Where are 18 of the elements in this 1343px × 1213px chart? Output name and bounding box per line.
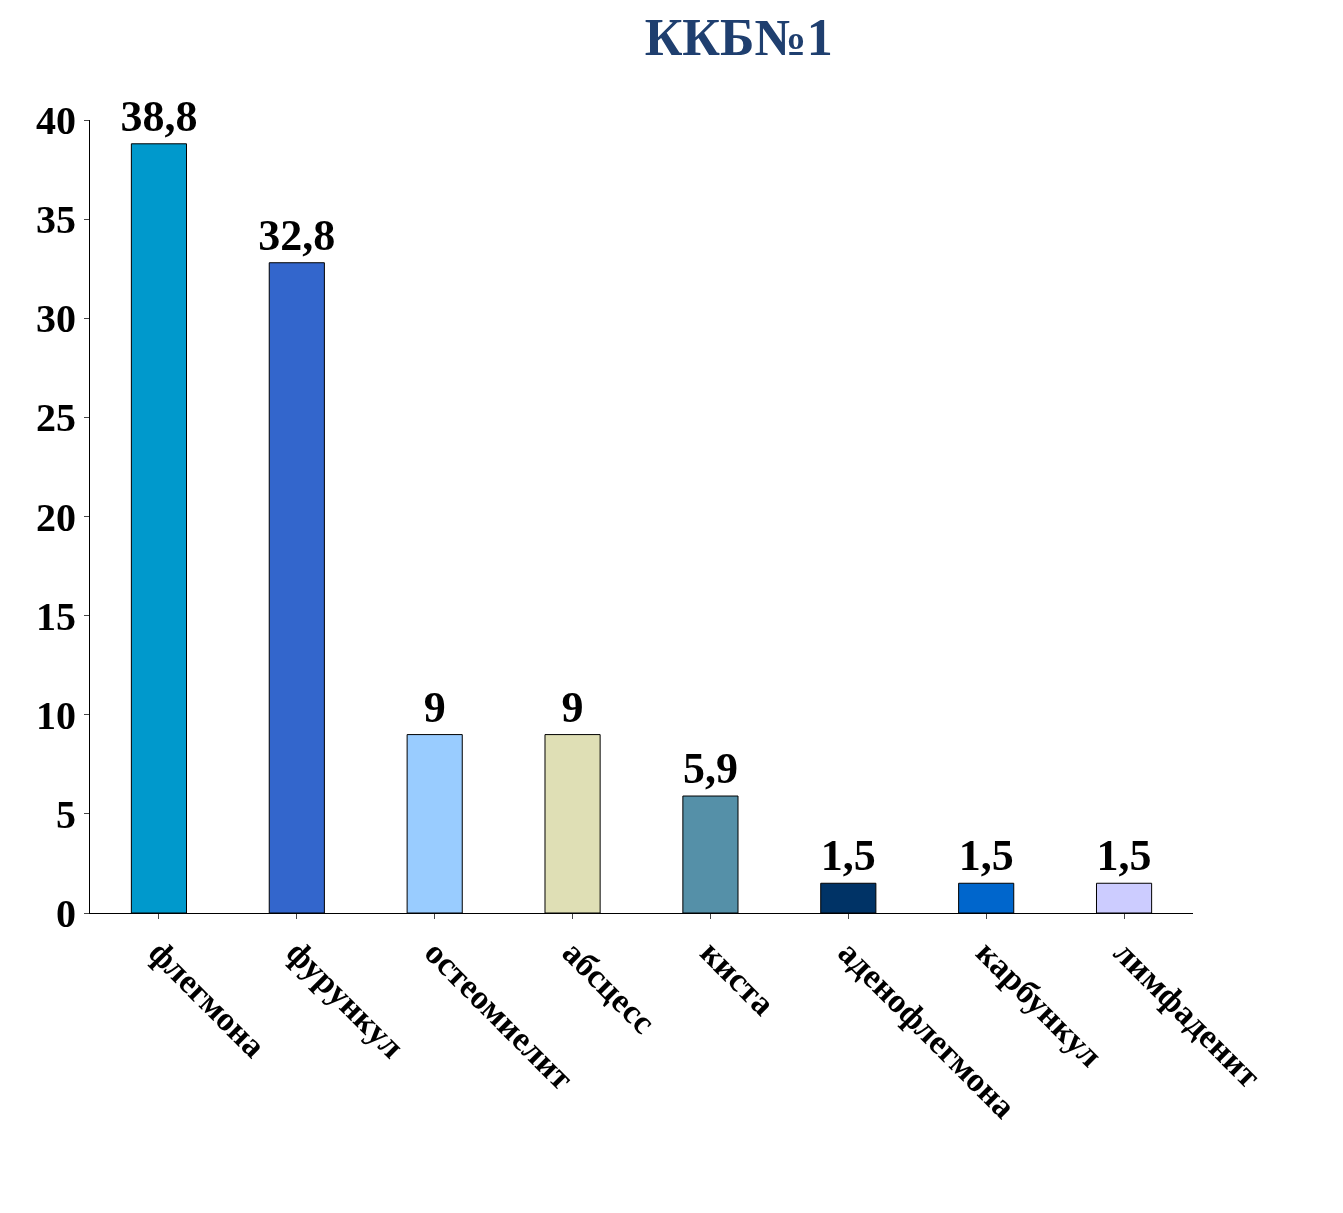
y-tick-label: 15 — [36, 593, 76, 639]
data-label: 38,8 — [120, 91, 198, 141]
y-tick-label: 0 — [56, 891, 76, 936]
y-tick-label: 30 — [36, 296, 76, 342]
chart-title: ККБ№1 — [644, 8, 833, 66]
data-label: 1,5 — [1096, 831, 1152, 881]
y-tick-label: 40 — [36, 98, 76, 143]
data-label: 5,9 — [682, 744, 738, 794]
y-tick-label: 5 — [56, 791, 76, 837]
y-tick-label: 10 — [36, 692, 76, 738]
y-tick-label: 25 — [36, 395, 76, 441]
y-tick-label: 20 — [36, 494, 76, 540]
y-tick-label: 35 — [36, 197, 76, 243]
data-label: 9 — [423, 682, 446, 732]
data-label: 1,5 — [820, 831, 876, 881]
data-label: 32,8 — [258, 210, 336, 260]
data-label: 1,5 — [958, 831, 1014, 881]
data-label: 9 — [561, 682, 584, 732]
